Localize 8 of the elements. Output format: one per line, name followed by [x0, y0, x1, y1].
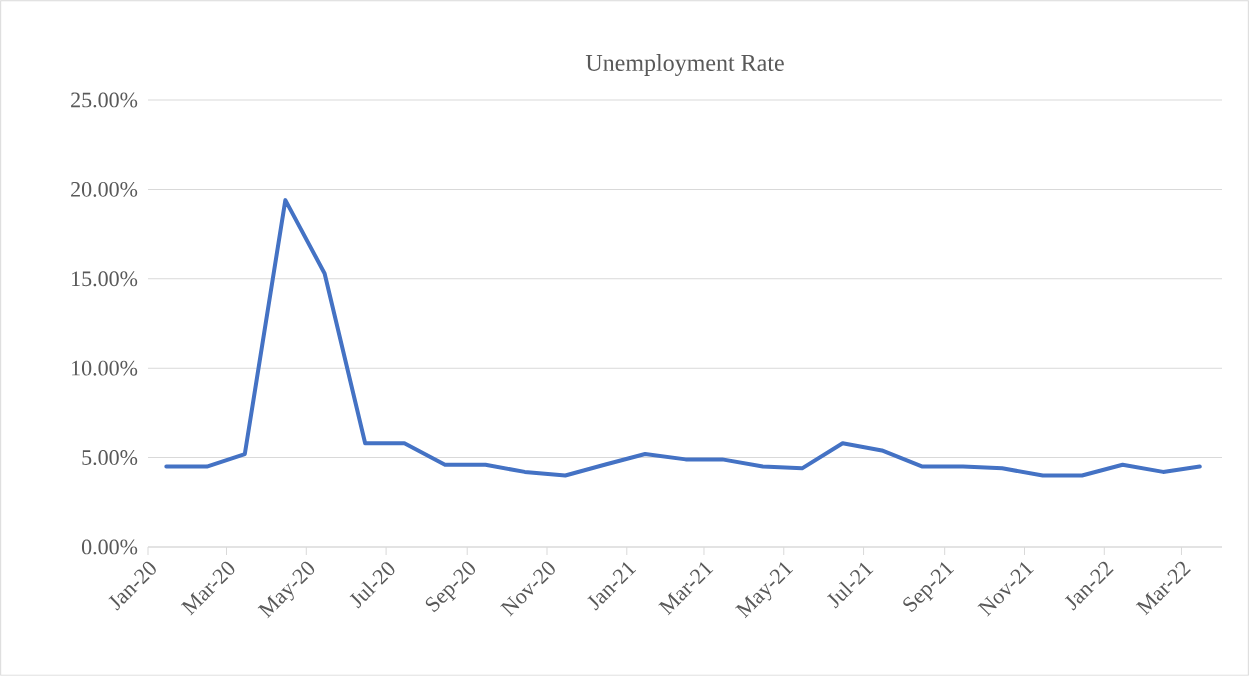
y-tick-label: 20.00%	[71, 181, 138, 197]
y-tick-label: 25.00%	[71, 92, 138, 108]
y-tick-label: 0.00%	[81, 539, 138, 555]
line-series	[164, 198, 1202, 478]
y-tick-label: 15.00%	[72, 271, 138, 287]
y-tick-label: 10.00%	[72, 360, 138, 376]
y-tick-label: 5.00%	[82, 450, 138, 466]
chart-title: Unemployment Rate	[585, 54, 784, 76]
